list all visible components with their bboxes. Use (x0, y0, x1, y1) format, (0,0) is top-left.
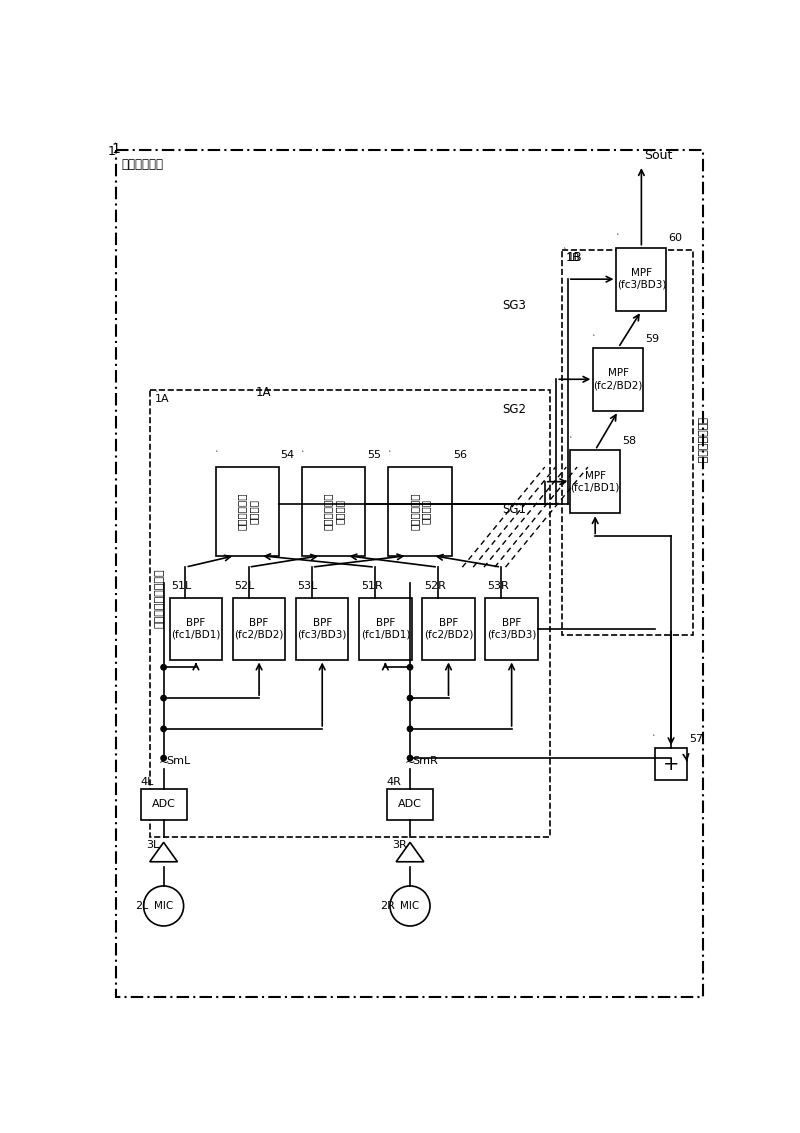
Text: 52R: 52R (424, 581, 446, 590)
Text: 声音源方向角
分析单元: 声音源方向角 分析单元 (410, 493, 431, 530)
Text: 声音源方向角
分析单元: 声音源方向角 分析单元 (237, 493, 258, 530)
Text: 1: 1 (111, 142, 120, 156)
Text: 59: 59 (645, 333, 659, 343)
Text: 4L: 4L (141, 777, 154, 787)
Text: `: ` (214, 451, 218, 460)
Text: `: ` (387, 451, 391, 460)
Bar (216, 467, 279, 555)
Bar (570, 450, 620, 513)
Text: `: ` (114, 143, 118, 152)
Text: MPF
(fc2/BD2): MPF (fc2/BD2) (594, 368, 643, 390)
Text: SG2: SG2 (502, 403, 526, 416)
Text: 52L: 52L (234, 581, 255, 590)
Text: 58: 58 (622, 436, 636, 446)
Circle shape (161, 726, 166, 732)
Text: SG3: SG3 (502, 299, 526, 313)
Text: MIC: MIC (400, 901, 420, 911)
Text: `: ` (301, 451, 305, 460)
Text: BPF
(fc2/BD2): BPF (fc2/BD2) (234, 617, 284, 639)
Bar (233, 598, 286, 659)
Text: `: ` (615, 235, 619, 244)
Text: SG1: SG1 (502, 503, 526, 517)
Text: ~: ~ (158, 756, 169, 769)
Bar (389, 467, 451, 555)
Text: SmL: SmL (166, 756, 190, 766)
Text: 53R: 53R (487, 581, 509, 590)
Text: ~: ~ (405, 756, 415, 769)
Circle shape (407, 665, 413, 670)
Bar (296, 598, 349, 659)
Circle shape (161, 756, 166, 761)
Text: 4R: 4R (387, 777, 402, 787)
Text: SmR: SmR (412, 756, 438, 766)
Text: 55: 55 (367, 450, 381, 460)
Bar (170, 598, 222, 659)
Text: `: ` (569, 437, 573, 446)
Bar (422, 598, 474, 659)
Text: 3R: 3R (392, 841, 407, 850)
Text: BPF
(fc3/BD3): BPF (fc3/BD3) (487, 617, 536, 639)
Circle shape (161, 696, 166, 700)
Circle shape (407, 756, 413, 761)
Text: 51L: 51L (171, 581, 191, 590)
Bar (150, 390, 550, 836)
Text: MPF
(fc1/BD1): MPF (fc1/BD1) (570, 471, 620, 493)
Text: ADC: ADC (152, 799, 175, 809)
Text: MPF
(fc3/BD3): MPF (fc3/BD3) (617, 269, 666, 290)
Bar (616, 248, 666, 310)
Bar (562, 250, 694, 634)
Text: ADC: ADC (398, 799, 422, 809)
Bar (359, 598, 411, 659)
Text: 1A: 1A (256, 386, 271, 399)
Text: 滤波器处理单元: 滤波器处理单元 (696, 417, 706, 463)
Text: BPF
(fc1/BD1): BPF (fc1/BD1) (361, 617, 410, 639)
Text: 54: 54 (281, 450, 294, 460)
Circle shape (407, 696, 413, 700)
Text: 2R: 2R (380, 901, 394, 911)
Text: BPF
(fc3/BD3): BPF (fc3/BD3) (298, 617, 347, 639)
Text: MIC: MIC (154, 901, 174, 911)
Bar (302, 467, 366, 555)
Text: 噪声抑制设备: 噪声抑制设备 (122, 157, 163, 171)
Text: `: ` (592, 334, 596, 343)
Text: 1A: 1A (154, 393, 169, 403)
Bar (387, 789, 433, 819)
Bar (594, 348, 643, 411)
Text: `: ` (154, 391, 158, 400)
Text: BPF
(fc2/BD2): BPF (fc2/BD2) (424, 617, 473, 639)
Text: BPF
(fc1/BD1): BPF (fc1/BD1) (171, 617, 221, 639)
Text: 57: 57 (690, 734, 704, 744)
Text: `: ` (651, 735, 655, 744)
Text: 53L: 53L (298, 581, 318, 590)
Text: 1B: 1B (566, 250, 582, 264)
Text: 60: 60 (668, 233, 682, 244)
Text: 1: 1 (108, 145, 116, 159)
Text: 声音源方向角
分析单元: 声音源方向角 分析单元 (323, 493, 345, 530)
Bar (141, 789, 186, 819)
Text: 3L: 3L (146, 841, 159, 850)
Bar (486, 598, 538, 659)
Text: 2L: 2L (135, 901, 148, 911)
Circle shape (407, 726, 413, 732)
Text: 声音源方向确定单元: 声音源方向确定单元 (154, 568, 165, 628)
Text: 51R: 51R (361, 581, 382, 590)
Text: 56: 56 (453, 450, 467, 460)
Text: `: ` (562, 248, 566, 257)
Text: +: + (662, 755, 679, 774)
Text: 1B: 1B (566, 253, 581, 263)
Text: Sout: Sout (645, 150, 673, 162)
Bar (655, 748, 687, 781)
Circle shape (161, 665, 166, 670)
